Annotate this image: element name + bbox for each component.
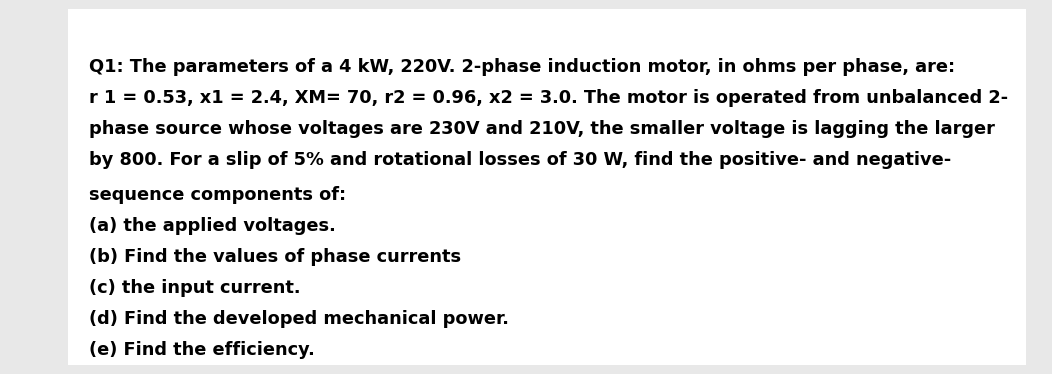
Text: phase source whose voltages are 230V and 210V, the smaller voltage is lagging th: phase source whose voltages are 230V and… [89, 120, 995, 138]
Text: Q1: The parameters of a 4 kW, 220V. 2-phase induction motor, in ohms per phase, : Q1: The parameters of a 4 kW, 220V. 2-ph… [89, 58, 955, 76]
Text: sequence components of:: sequence components of: [89, 186, 346, 204]
Text: by 800. For a slip of 5% and rotational losses of 30 W, find the positive- and n: by 800. For a slip of 5% and rotational … [89, 151, 952, 169]
Text: (d) Find the developed mechanical power.: (d) Find the developed mechanical power. [89, 310, 509, 328]
Text: r 1 = 0.53, x1 = 2.4, XM= 70, r2 = 0.96, x2 = 3.0. The motor is operated from un: r 1 = 0.53, x1 = 2.4, XM= 70, r2 = 0.96,… [89, 89, 1009, 107]
Text: (b) Find the values of phase currents: (b) Find the values of phase currents [89, 248, 462, 266]
Text: (e) Find the efficiency.: (e) Find the efficiency. [89, 341, 316, 359]
Text: (a) the applied voltages.: (a) the applied voltages. [89, 217, 337, 235]
Text: (c) the input current.: (c) the input current. [89, 279, 301, 297]
